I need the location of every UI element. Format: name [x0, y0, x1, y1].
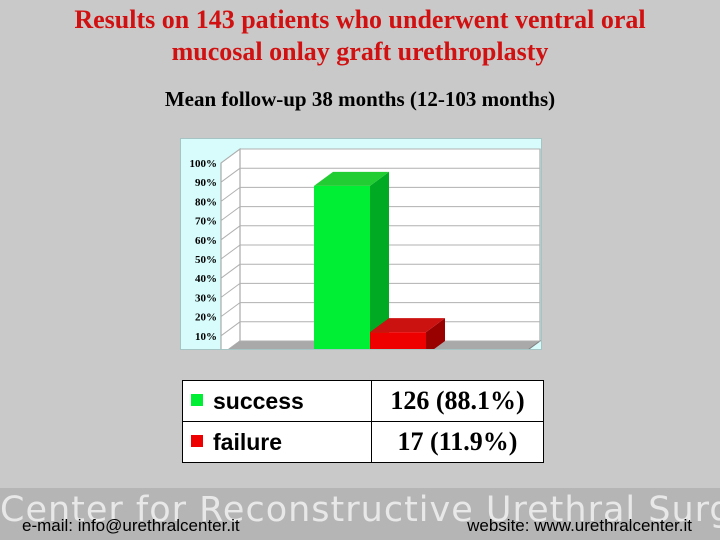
- legend-value-failure: 17 (11.9%): [371, 421, 544, 463]
- gridline-side: [220, 321, 241, 337]
- y-tick-label: 10%: [195, 331, 217, 343]
- bar-chart-svg: 0%10%20%30%40%50%60%70%80%90%100%: [190, 148, 541, 349]
- legend-row-success: success 126 (88.1%): [182, 380, 544, 422]
- bar-failure-side: [426, 318, 445, 349]
- footer-watermark: Center for Reconstructive Urethral Surge…: [0, 490, 720, 530]
- bar-success-top: [314, 171, 389, 186]
- footer-website: website: www.urethralcenter.it: [467, 516, 692, 535]
- y-tick-label: 30%: [195, 292, 217, 304]
- y-tick-label: 70%: [195, 216, 217, 228]
- legend-label-cell: success: [182, 380, 372, 422]
- gridline-side: [220, 186, 241, 202]
- footer-band: [0, 488, 720, 540]
- y-tick-label: 80%: [195, 196, 217, 208]
- gridline-side: [220, 302, 241, 318]
- y-tick-label: 20%: [195, 312, 217, 324]
- legend-label-failure: failure: [213, 428, 283, 455]
- legend-label-cell: failure: [182, 421, 372, 463]
- success-swatch-icon: [191, 394, 203, 407]
- gridline-side: [220, 167, 241, 183]
- slide-title-line-2: mucosal onlay graft urethroplasty: [171, 37, 549, 66]
- slide-title-line-1: Results on 143 patients who underwent ve…: [74, 5, 646, 34]
- slide-subtitle: Mean follow-up 38 months (12-103 months): [164, 87, 556, 111]
- gridline-side: [220, 263, 241, 279]
- bar-failure: [370, 332, 426, 349]
- legend-row-failure: failure 17 (11.9%): [182, 421, 544, 463]
- gridline-side: [220, 244, 241, 260]
- bar-chart: 0%10%20%30%40%50%60%70%80%90%100%: [180, 138, 542, 350]
- y-tick-label: 90%: [195, 177, 217, 189]
- gridline-side: [228, 340, 241, 349]
- y-tick-label: 50%: [195, 254, 217, 266]
- gridline-side: [220, 282, 241, 298]
- legend-table: success 126 (88.1%) failure 17 (11.9%): [182, 380, 544, 463]
- failure-swatch-icon: [191, 435, 203, 448]
- gridline-side: [220, 148, 241, 164]
- legend-value-success: 126 (88.1%): [371, 380, 544, 422]
- gridline-side: [220, 225, 241, 241]
- bar-success: [314, 185, 370, 349]
- legend-label-success: success: [213, 387, 304, 414]
- y-tick-label: 40%: [195, 273, 217, 285]
- footer-email: e-mail: info@urethralcenter.it: [22, 516, 240, 535]
- chart-side-wall: [220, 148, 241, 349]
- y-tick-label: 60%: [195, 235, 217, 247]
- bar-success-side: [370, 171, 389, 349]
- gridline-side: [220, 206, 241, 222]
- y-tick-label: 100%: [190, 158, 218, 170]
- bar-failure-top: [370, 318, 445, 333]
- slide-title: Results on 143 patients who underwent ve…: [0, 4, 720, 68]
